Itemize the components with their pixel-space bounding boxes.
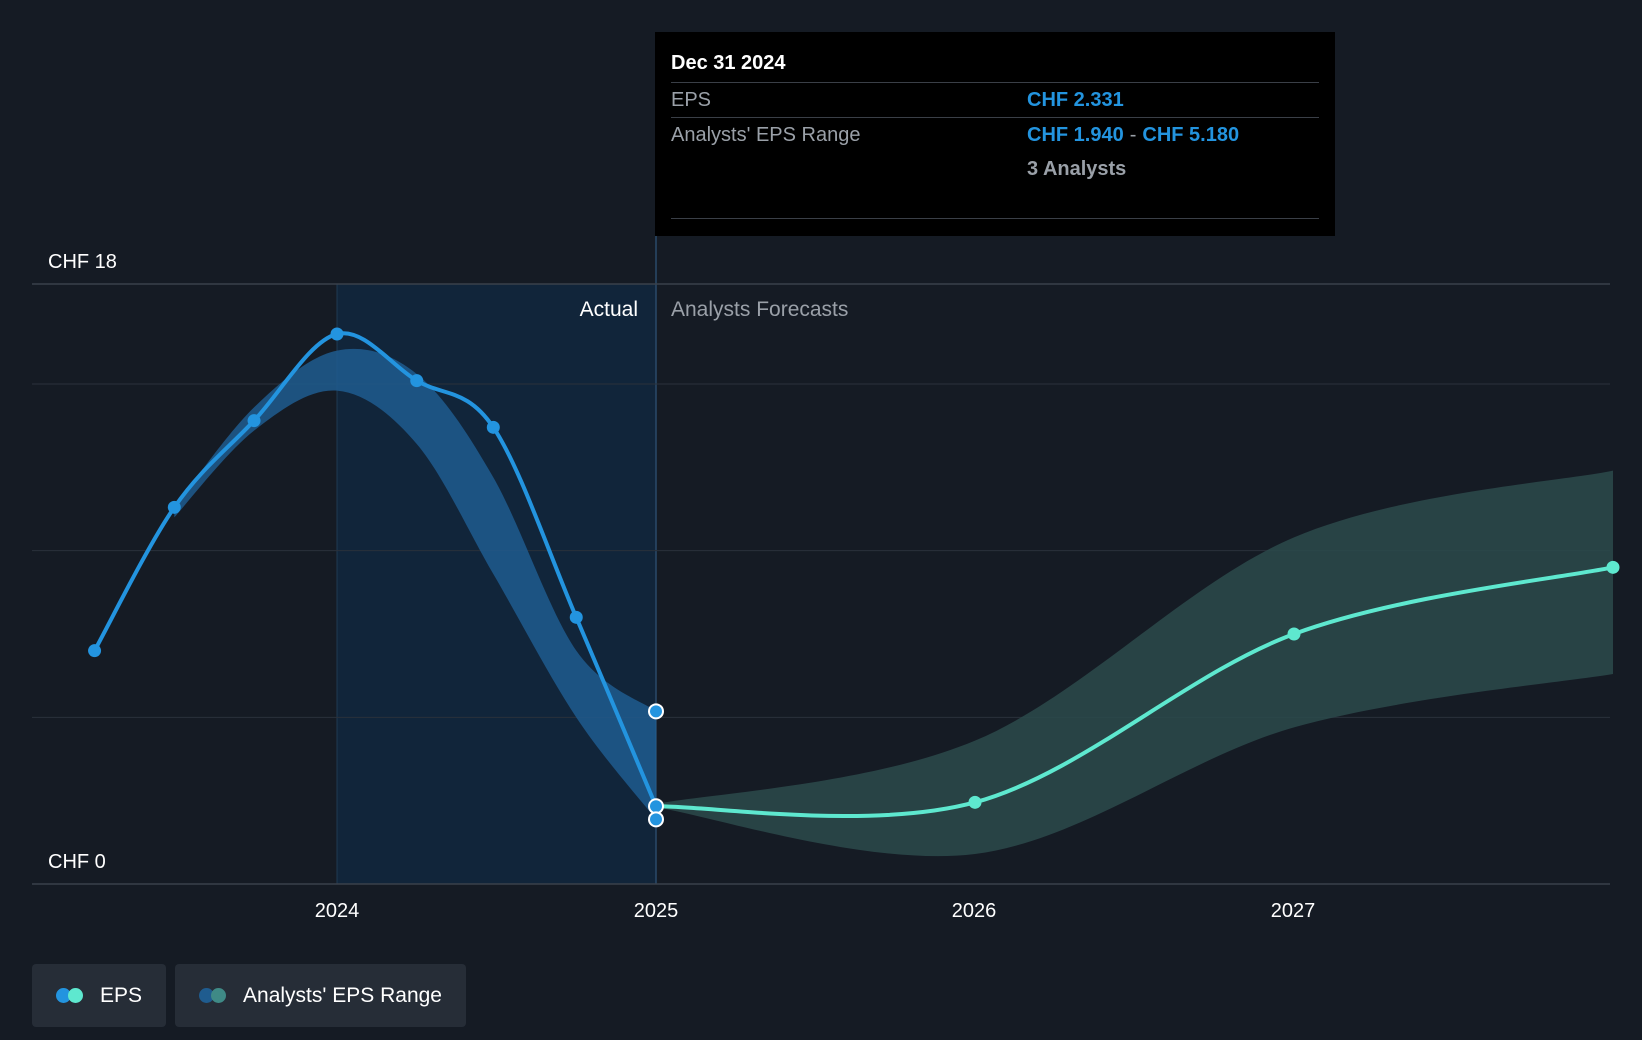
actual-eps-point [486, 420, 500, 434]
tooltip-marker [648, 703, 664, 720]
tooltip-date: Dec 31 2024 [671, 48, 1319, 83]
actual-region-label: Actual [580, 298, 638, 321]
tooltip-range-row: Analysts' EPS Range CHF 1.940- CHF 5.180 [671, 118, 1319, 152]
legend-eps-label: EPS [100, 983, 143, 1007]
actual-eps-point [88, 644, 102, 658]
forecast-eps-line [654, 565, 1615, 819]
tooltip-range-label: Analysts' EPS Range [671, 124, 861, 146]
tooltip-eps-row: EPS CHF 2.331 [671, 83, 1319, 118]
tooltip-analysts-row: 3 Analysts [671, 152, 1319, 186]
y-axis-bottom-label: CHF 0 [48, 851, 106, 873]
tooltip-analysts-count: 3 Analysts [1027, 158, 1127, 180]
tooltip-marker [648, 798, 664, 815]
tooltip-divider [671, 218, 1319, 219]
actual-eps-point [247, 414, 261, 428]
tooltip-eps-label: EPS [671, 89, 712, 111]
forecast-eps-point [1606, 560, 1620, 574]
legend-item-eps[interactable]: EPS [32, 964, 167, 1027]
chart-legend: EPS Analysts' EPS Range [32, 964, 466, 1027]
tooltip-eps-value: CHF 2.331 [1027, 89, 1124, 111]
tooltip-range-low: CHF 1.940 [1027, 124, 1124, 146]
actual-eps-point [167, 500, 181, 514]
x-tick-label: 2027 [1271, 900, 1316, 922]
eps-legend-icon [56, 987, 86, 1004]
forecast-eps-range-band [656, 470, 1613, 857]
chart-tooltip: Dec 31 2024 EPS CHF 2.331 Analysts' EPS … [655, 32, 1335, 236]
x-tick-label: 2024 [315, 900, 360, 922]
legend-item-range[interactable]: Analysts' EPS Range [175, 964, 466, 1027]
x-tick-label: 2025 [634, 900, 679, 922]
actual-eps-point [330, 327, 344, 341]
range-legend-icon [199, 987, 229, 1004]
x-tick-label: 2026 [952, 900, 997, 922]
y-axis-top-label: CHF 18 [48, 251, 117, 273]
actual-eps-point [569, 610, 583, 624]
tooltip-range-separator: - [1129, 124, 1137, 146]
tooltip-range-high: CHF 5.180 [1142, 124, 1240, 146]
actual-eps-point [410, 374, 424, 388]
forecast-eps-point [1287, 627, 1301, 641]
forecast-region-label: Analysts Forecasts [671, 298, 848, 321]
tooltip-marker [648, 811, 664, 828]
forecast-eps-point [968, 795, 982, 809]
legend-range-label: Analysts' EPS Range [243, 983, 442, 1007]
